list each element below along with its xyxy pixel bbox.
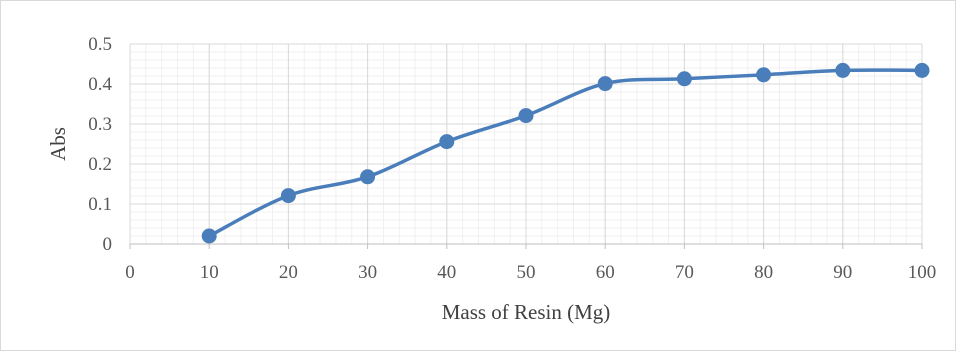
data-point (360, 169, 376, 185)
data-point (676, 71, 692, 87)
x-tick-label: 10 (200, 262, 219, 283)
x-tick-label: 90 (833, 262, 852, 283)
data-point (914, 62, 930, 78)
data-series (201, 62, 930, 244)
data-point (201, 228, 217, 244)
y-tick-label: 0.5 (88, 34, 112, 55)
y-tick-label: 0.3 (88, 114, 112, 135)
y-axis-title: Abs (46, 127, 70, 161)
data-point (835, 62, 851, 78)
axes (129, 243, 923, 249)
x-tick-label: 70 (675, 262, 694, 283)
x-tick-label: 20 (279, 262, 298, 283)
x-tick-label: 40 (437, 262, 456, 283)
y-tick-label: 0.2 (88, 154, 112, 175)
series-line (207, 68, 924, 238)
x-tick-label: 0 (125, 262, 135, 283)
data-point (439, 134, 455, 150)
y-tick-label: 0.4 (88, 74, 112, 95)
x-tick-label: 30 (358, 262, 377, 283)
data-point (280, 188, 296, 204)
x-tick-label: 50 (517, 262, 536, 283)
x-tick-label: 60 (596, 262, 615, 283)
data-point (518, 108, 534, 124)
x-tick-labels: 0 10 20 30 40 50 60 70 80 90 100 (125, 262, 936, 283)
x-tick-label: 80 (754, 262, 773, 283)
y-tick-label: 0 (103, 234, 113, 255)
y-tick-labels: 0 0.1 0.2 0.3 0.4 0.5 (88, 34, 112, 255)
y-tick-label: 0.1 (88, 194, 112, 215)
x-axis-title: Mass of Resin (Mg) (442, 300, 611, 324)
data-point (597, 76, 613, 92)
x-tick-label: 100 (908, 262, 937, 283)
data-point (756, 67, 772, 83)
